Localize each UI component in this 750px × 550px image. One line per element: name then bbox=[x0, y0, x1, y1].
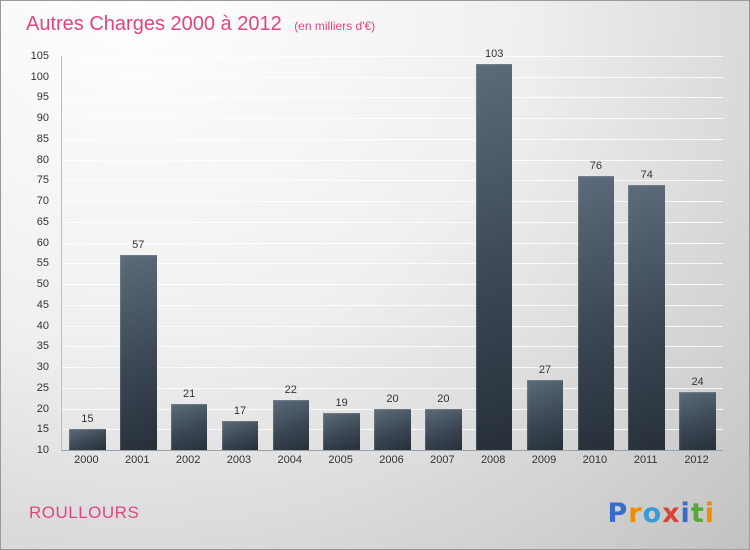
x-tick-label: 2007 bbox=[430, 454, 455, 466]
y-tick-label: 10 bbox=[36, 444, 49, 456]
bar-value-label: 15 bbox=[81, 413, 94, 426]
gridline bbox=[62, 221, 723, 223]
logo-letter: x bbox=[662, 498, 681, 529]
gridline bbox=[62, 159, 723, 161]
y-tick-label: 30 bbox=[36, 361, 49, 374]
y-tick-label: 35 bbox=[36, 340, 49, 353]
bar-value-label: 17 bbox=[233, 404, 247, 417]
bar-value-label: 21 bbox=[182, 388, 196, 401]
gridline bbox=[62, 346, 723, 348]
bar-value-label: 20 bbox=[437, 392, 450, 405]
y-tick-label: 95 bbox=[36, 91, 49, 104]
x-tick-label: 2002 bbox=[175, 454, 201, 466]
y-tick-label: 80 bbox=[36, 153, 49, 166]
gridline bbox=[62, 387, 723, 389]
gridline bbox=[62, 76, 723, 78]
plot-area: 15 57 21 17 22 19 20 20 103 27 76 74 24 bbox=[61, 48, 723, 451]
y-tick-label: 25 bbox=[36, 381, 49, 394]
bar-2012 bbox=[679, 391, 716, 450]
gridline bbox=[62, 56, 723, 57]
gridline bbox=[62, 263, 723, 265]
chart-subtitle: (en milliers d'€) bbox=[294, 19, 376, 33]
y-tick-label: 55 bbox=[36, 257, 49, 270]
bar-value-label: 20 bbox=[386, 392, 399, 405]
y-tick-label: 70 bbox=[36, 195, 49, 208]
y-tick-label: 50 bbox=[36, 278, 49, 291]
logo-letter: o bbox=[642, 498, 663, 529]
x-tick-label: 2000 bbox=[74, 454, 99, 466]
x-tick-label: 2009 bbox=[531, 454, 557, 466]
y-tick-label: 45 bbox=[36, 298, 49, 311]
gridline bbox=[62, 138, 723, 140]
gridline bbox=[62, 367, 723, 369]
company-name: ROULLOURS bbox=[29, 503, 140, 522]
bar-value-label: 19 bbox=[335, 396, 348, 409]
x-tick-label: 2006 bbox=[379, 454, 404, 466]
title-row: Autres Charges 2000 à 2012 (en milliers … bbox=[26, 13, 375, 36]
bar-value-label: 57 bbox=[132, 239, 145, 252]
logo-letter: t bbox=[690, 498, 705, 529]
y-tick-label: 90 bbox=[36, 112, 49, 125]
bar-2004 bbox=[272, 400, 310, 450]
x-tick-label: 2004 bbox=[277, 454, 303, 466]
logo-letter: i bbox=[704, 498, 715, 529]
gridline bbox=[62, 118, 723, 120]
x-tick-label: 2010 bbox=[582, 454, 608, 466]
logo-letter: P bbox=[607, 498, 629, 529]
bar-2011 bbox=[628, 184, 666, 450]
bar-2009 bbox=[526, 379, 564, 450]
bar-2000 bbox=[69, 429, 106, 450]
y-tick-label: 75 bbox=[36, 174, 49, 187]
gridline bbox=[62, 97, 723, 99]
y-axis: 10 15 20 25 30 35 40 45 50 55 60 65 70 75 80 85 90 95 100 1… bbox=[1, 50, 55, 456]
x-tick-label: 2008 bbox=[480, 454, 506, 466]
y-tick-label: 60 bbox=[36, 236, 49, 249]
bar-value-label: 103 bbox=[485, 48, 504, 61]
bar-2007 bbox=[425, 408, 462, 450]
gridline bbox=[62, 325, 723, 327]
bar-2008 bbox=[475, 64, 513, 450]
bar-2003 bbox=[221, 420, 259, 450]
gridline bbox=[62, 284, 723, 286]
logo-letter: r bbox=[628, 498, 643, 529]
y-tick-label: 85 bbox=[36, 132, 49, 145]
y-tick-label: 15 bbox=[36, 423, 49, 436]
x-tick-label: 2011 bbox=[633, 454, 658, 466]
bar-value-label: 22 bbox=[284, 384, 297, 397]
bar-2005 bbox=[323, 412, 360, 450]
y-tick-label: 65 bbox=[36, 215, 49, 228]
bar-2002 bbox=[170, 404, 208, 450]
gridline bbox=[62, 180, 723, 182]
gridline bbox=[62, 304, 723, 306]
gridline bbox=[62, 242, 723, 244]
proxiti-logo: Proxiti bbox=[607, 498, 715, 529]
x-tick-label: 2012 bbox=[684, 454, 709, 466]
chart-title: Autres Charges 2000 à 2012 bbox=[26, 13, 282, 35]
bar-value-label: 74 bbox=[640, 168, 653, 181]
bar-value-label: 76 bbox=[589, 160, 602, 173]
bar-2001 bbox=[119, 255, 157, 450]
bar-value-label: 24 bbox=[691, 375, 704, 388]
y-tick-label: 20 bbox=[36, 402, 49, 415]
gridline bbox=[62, 201, 723, 203]
y-tick-label: 40 bbox=[36, 319, 49, 332]
bar-2010 bbox=[577, 176, 615, 450]
bar-2006 bbox=[374, 408, 411, 450]
y-tick-label: 105 bbox=[30, 50, 49, 62]
x-axis: 2000 2001 2002 2003 2004 2005 2006 2007 2008 2009… bbox=[61, 454, 723, 470]
x-tick-label: 2001 bbox=[125, 454, 150, 466]
logo-letter: i bbox=[680, 498, 691, 529]
y-tick-label: 100 bbox=[30, 70, 49, 83]
x-tick-label: 2005 bbox=[328, 454, 353, 466]
bar-value-label: 27 bbox=[538, 363, 552, 376]
x-tick-label: 2003 bbox=[226, 454, 252, 466]
